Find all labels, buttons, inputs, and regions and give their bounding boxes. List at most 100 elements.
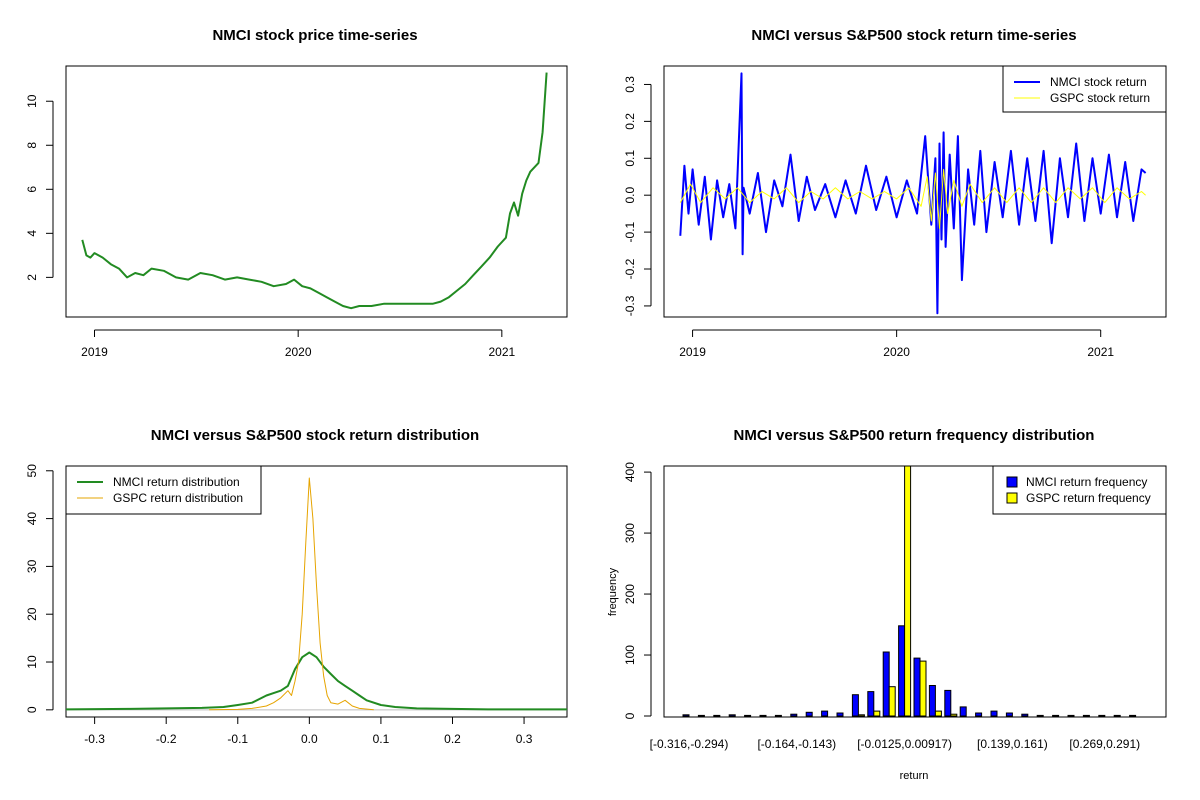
density-marks xyxy=(65,477,567,711)
returns-chart-title: NMCI versus S&P500 stock return time-ser… xyxy=(751,27,1076,44)
frequency-chart-panel: NMCI versus S&P500 return frequency dist… xyxy=(607,427,1167,782)
frequency-legend-swatch-nmci xyxy=(1006,476,1018,488)
price-chart-panel: NMCI stock price time-series 2019 2020 202… xyxy=(25,27,568,359)
density-legend-label-nmci: NMCI return distribution xyxy=(113,475,240,489)
price-marks xyxy=(81,72,548,310)
price-y-tick-label: 6 xyxy=(25,186,39,193)
returns-marks xyxy=(679,72,1147,315)
frequency-bar-nmci xyxy=(867,691,875,717)
density-y-tick-label: 20 xyxy=(25,607,39,621)
returns-y-tick-label: -0.3 xyxy=(623,295,637,316)
returns-legend: NMCI stock return GSPC stock return xyxy=(1002,65,1167,113)
density-y-tick-label: 40 xyxy=(25,512,39,526)
returns-y-tick-label: 0.0 xyxy=(623,187,637,204)
frequency-bar-nmci xyxy=(728,714,736,717)
density-chart-panel: NMCI versus S&P500 stock return distribu… xyxy=(25,427,568,746)
frequency-bar-gspc xyxy=(857,714,865,717)
density-x-tick-label: 0.1 xyxy=(373,732,390,746)
frequency-legend-box xyxy=(992,465,1167,515)
frequency-bar-gspc xyxy=(888,686,896,717)
returns-legend-label-nmci: NMCI stock return xyxy=(1050,75,1147,89)
frequency-bar-nmci xyxy=(882,651,890,717)
density-series-nmci-line xyxy=(65,651,567,711)
frequency-bar-gspc xyxy=(934,710,942,717)
price-y-tick-label: 4 xyxy=(25,230,39,237)
frequency-bar-gspc xyxy=(904,465,912,717)
price-series-line xyxy=(81,72,548,310)
frequency-bar-nmci xyxy=(744,714,752,717)
density-x-tick-label: -0.2 xyxy=(156,732,177,746)
frequency-legend-label-nmci: NMCI return frequency xyxy=(1026,475,1147,489)
frequency-bar-gspc xyxy=(950,713,958,717)
frequency-category-label: [0.269,0.291) xyxy=(1069,737,1140,751)
frequency-category-label: [-0.164,-0.143) xyxy=(757,737,836,751)
density-legend-box xyxy=(65,465,262,515)
returns-y-tick-label: -0.2 xyxy=(623,258,637,279)
returns-legend-box xyxy=(1002,65,1167,113)
frequency-bar-nmci xyxy=(821,710,829,717)
frequency-category-label: [-0.0125,0.00917) xyxy=(857,737,952,751)
frequency-bar-nmci xyxy=(1005,712,1013,717)
frequency-bar-nmci xyxy=(975,712,983,717)
returns-chart-panel: NMCI versus S&P500 stock return time-ser… xyxy=(623,27,1167,359)
frequency-bar-nmci xyxy=(713,714,721,717)
price-x-tick-label: 2020 xyxy=(285,345,312,359)
density-y-tick-label: 10 xyxy=(25,655,39,669)
price-chart-title: NMCI stock price time-series xyxy=(212,27,417,44)
frequency-bar-gspc xyxy=(873,710,881,717)
returns-plot-frame xyxy=(663,65,1167,318)
frequency-bar-nmci xyxy=(1036,714,1044,717)
returns-y-tick-label: 0.2 xyxy=(623,113,637,130)
frequency-y-tick-label: 0 xyxy=(623,712,637,719)
frequency-bar-nmci xyxy=(682,714,690,717)
returns-x-tick-label: 2021 xyxy=(1087,345,1114,359)
frequency-bar-nmci xyxy=(790,713,798,717)
frequency-bar-nmci xyxy=(1082,714,1090,717)
density-y-tick-label: 50 xyxy=(25,464,39,478)
frequency-bar-nmci xyxy=(913,657,921,717)
price-x-tick-label: 2019 xyxy=(81,345,108,359)
returns-y-tick-label: 0.3 xyxy=(623,76,637,93)
frequency-marks xyxy=(682,465,1137,717)
density-series-gspc-line xyxy=(209,477,374,711)
density-y-tick-label: 0 xyxy=(25,706,39,713)
frequency-legend-label-gspc: GSPC return frequency xyxy=(1026,491,1151,505)
density-legend: NMCI return distribution GSPC return dis… xyxy=(65,465,262,515)
density-chart-title: NMCI versus S&P500 stock return distribu… xyxy=(151,427,479,444)
price-x-tick-label: 2021 xyxy=(488,345,515,359)
price-y-tick-label: 2 xyxy=(25,274,39,281)
frequency-bar-nmci xyxy=(1067,714,1075,717)
returns-x-tick-label: 2020 xyxy=(883,345,910,359)
frequency-bar-nmci xyxy=(851,694,859,717)
frequency-bar-nmci xyxy=(759,714,767,717)
frequency-category-label: [-0.316,-0.294) xyxy=(650,737,729,751)
density-x-tick-label: 0.3 xyxy=(516,732,533,746)
frequency-bar-nmci xyxy=(1021,713,1029,717)
density-x-tick-label: -0.3 xyxy=(84,732,105,746)
price-y-tick-label: 8 xyxy=(25,142,39,149)
returns-y-tick-label: -0.1 xyxy=(623,221,637,242)
returns-y-tick-label: 0.1 xyxy=(623,150,637,167)
density-x-tick-label: 0.0 xyxy=(301,732,318,746)
frequency-y-tick-label: 400 xyxy=(623,462,637,482)
frequency-bar-nmci xyxy=(836,712,844,717)
frequency-y-axis-label: frequency xyxy=(607,567,619,616)
frequency-y-tick-label: 100 xyxy=(623,645,637,665)
frequency-bar-nmci xyxy=(1113,714,1121,717)
frequency-bar-nmci xyxy=(805,711,813,717)
frequency-legend: NMCI return frequency GSPC return freque… xyxy=(992,465,1167,515)
frequency-bar-nmci xyxy=(898,625,906,717)
frequency-chart-title: NMCI versus S&P500 return frequency dist… xyxy=(734,427,1095,444)
frequency-bar-nmci xyxy=(1129,714,1137,717)
price-axes: 2019 2020 2021 2 4 6 8 10 xyxy=(25,94,515,359)
price-y-tick-label: 10 xyxy=(25,94,39,108)
returns-series-nmci-line xyxy=(679,72,1147,315)
frequency-plot-frame xyxy=(663,465,1167,718)
density-legend-label-gspc: GSPC return distribution xyxy=(113,491,243,505)
frequency-axes: 0 100 200 300 400 [-0.316,-0.294) [-0.164,-0.1… xyxy=(623,462,1140,751)
frequency-bar-nmci xyxy=(1098,714,1106,717)
frequency-bar-nmci xyxy=(990,710,998,717)
frequency-bar-nmci xyxy=(774,714,782,717)
density-x-tick-label: 0.2 xyxy=(444,732,461,746)
